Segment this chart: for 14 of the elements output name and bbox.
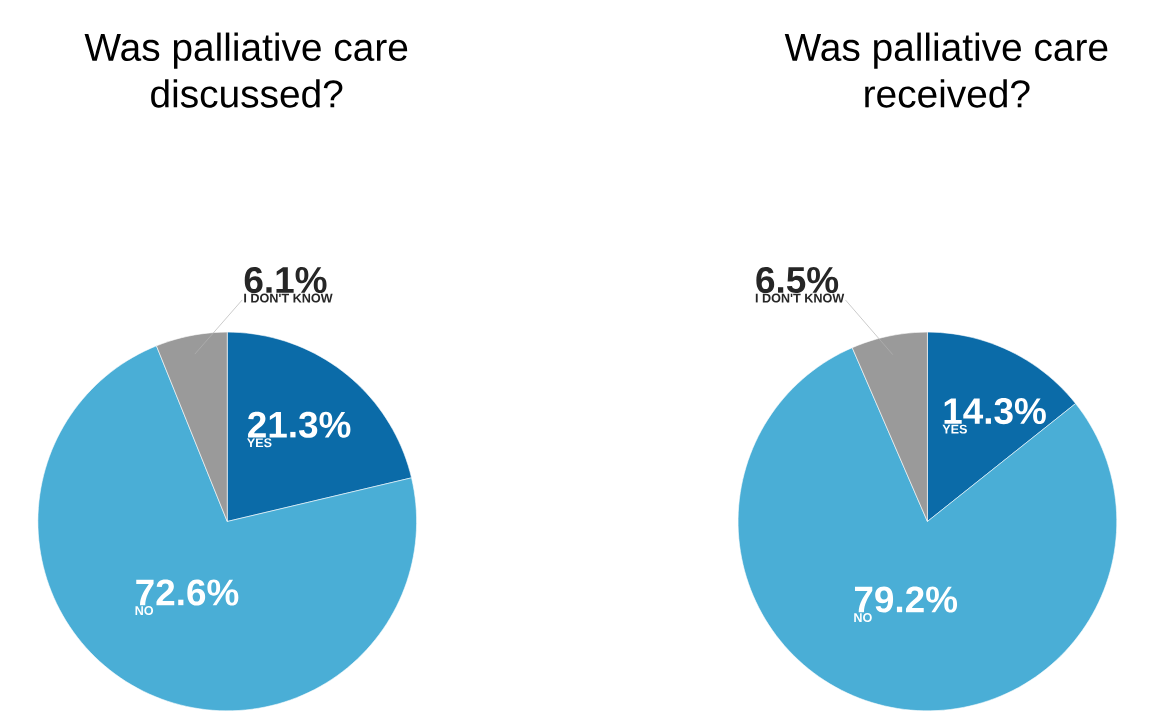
slice-label: NO	[135, 606, 154, 616]
data-label: 6.5%	[756, 267, 839, 294]
data-label: 72.6%	[136, 579, 239, 606]
slice-label: I DON'T KNOW	[244, 293, 333, 303]
slice-label: YES	[942, 424, 967, 434]
slice-label: NO	[854, 613, 872, 623]
slice-label: YES	[246, 438, 272, 448]
data-label: 21.3%	[248, 411, 351, 438]
data-label: 14.3%	[944, 398, 1046, 425]
chart-title: Was palliative care discussed?	[84, 32, 408, 108]
slice-label: I DON'T KNOW	[755, 293, 845, 303]
data-label: 79.2%	[854, 586, 958, 613]
chart-title: Was palliative care received?	[784, 32, 1108, 108]
data-label: 6.1%	[244, 267, 327, 294]
